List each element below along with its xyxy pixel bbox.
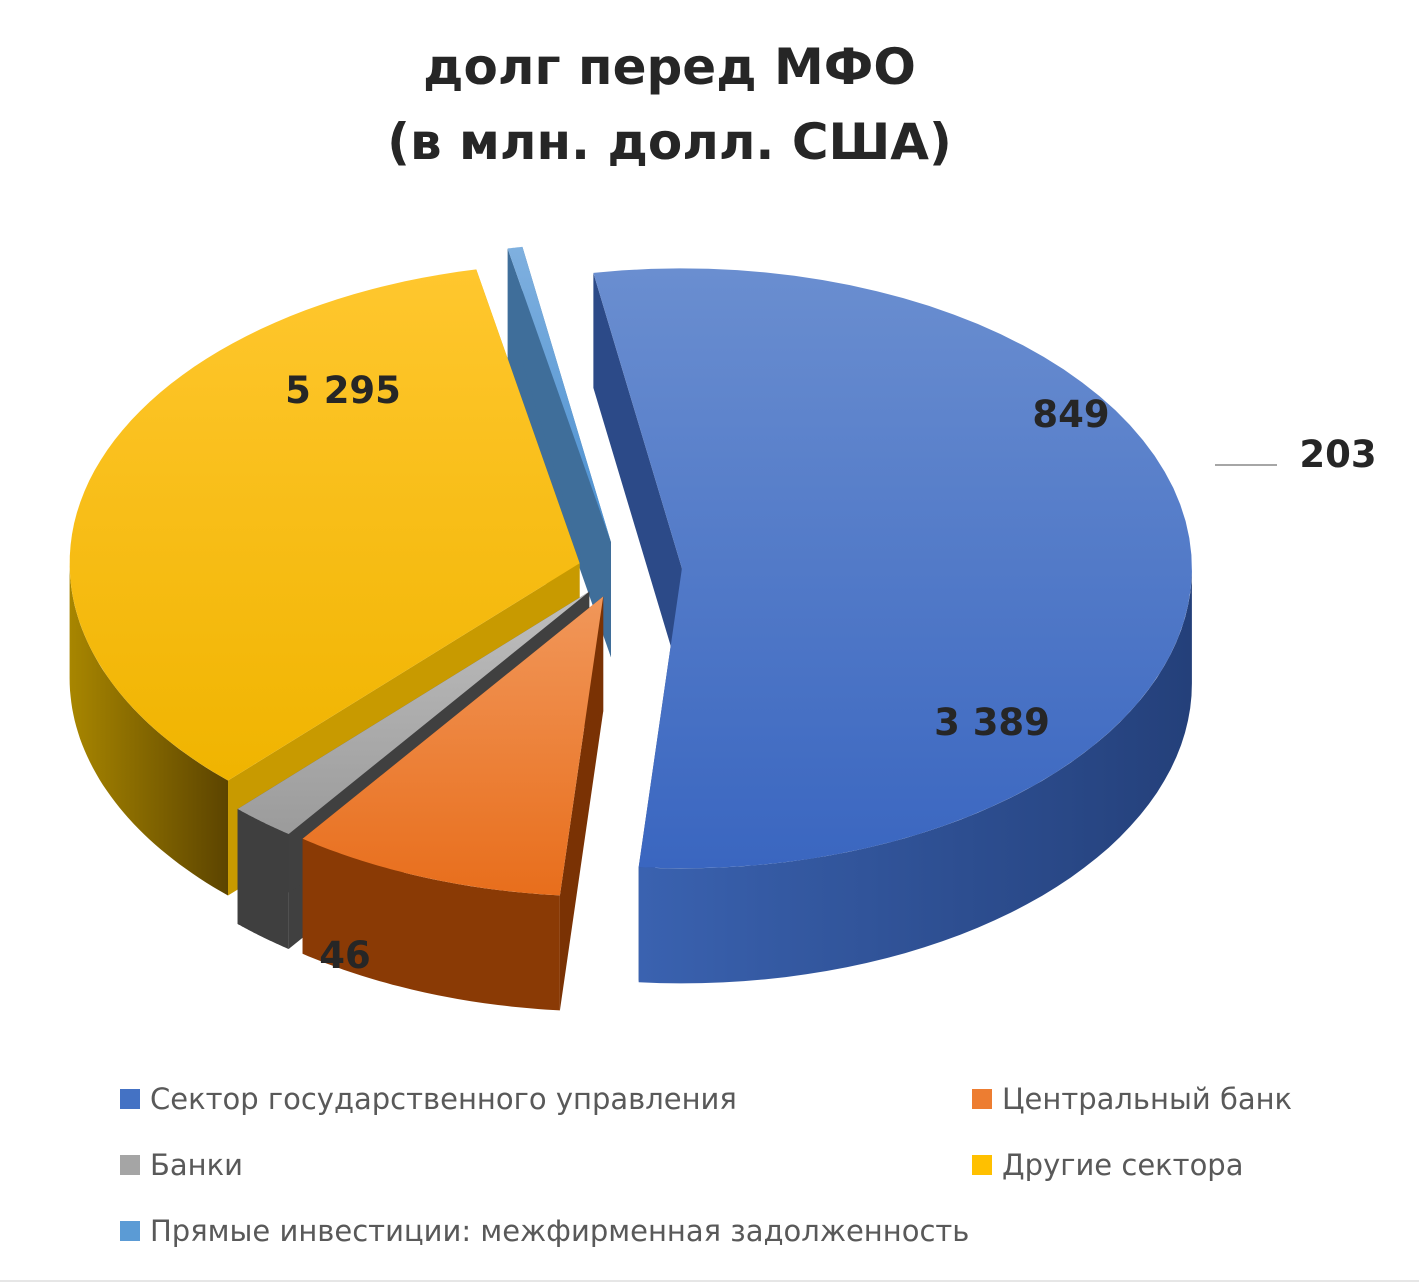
legend-item: Сектор государственного управления	[120, 1082, 737, 1116]
data-label: 3 389	[934, 701, 1050, 744]
bottom-divider	[0, 1280, 1419, 1282]
data-label: 203	[1299, 433, 1376, 476]
pie-chart: 5 295 849 203 3 389 46	[69, 246, 1377, 1011]
pie-slice-wall	[593, 272, 682, 684]
legend-label: Центральный банк	[1002, 1082, 1293, 1116]
legend-item: Другие сектора	[972, 1148, 1244, 1182]
legend-swatch	[972, 1089, 992, 1109]
pie-slice-side	[302, 838, 560, 1011]
legend-label: Сектор государственного управления	[150, 1082, 737, 1116]
data-label: 46	[319, 934, 371, 977]
pie-slice-top	[302, 596, 604, 896]
legend-item: Банки	[120, 1148, 243, 1182]
legend-swatch	[120, 1089, 140, 1109]
legend-item: Центральный банк	[972, 1082, 1292, 1116]
pie-slice	[593, 268, 1192, 984]
chart-title-line-2: (в млн. долл. США)	[387, 113, 952, 171]
pie-slice-side	[638, 568, 1192, 984]
pie-slice-top	[593, 268, 1192, 869]
pie-slice-side	[69, 563, 228, 896]
legend-item: Прямые инвестиции: межфирменная задолжен…	[120, 1214, 969, 1248]
data-label: 849	[1032, 393, 1109, 436]
pie-slice-top	[507, 246, 611, 543]
data-label: 5 295	[285, 369, 401, 412]
legend-swatch	[120, 1155, 140, 1175]
chart-title-line-1: долг перед МФО	[423, 38, 916, 96]
legend-label: Банки	[150, 1148, 243, 1182]
pie-slice	[507, 246, 611, 658]
legend-swatch	[120, 1221, 140, 1241]
legend-label: Другие сектора	[1002, 1148, 1244, 1182]
legend-swatch	[972, 1155, 992, 1175]
pie-slice	[302, 596, 604, 1011]
pie-slice-top	[237, 591, 590, 834]
legend-label: Прямые инвестиции: межфирменная задолжен…	[150, 1214, 970, 1248]
pie-slice-top	[69, 269, 580, 781]
pie-slice-side	[237, 809, 289, 949]
